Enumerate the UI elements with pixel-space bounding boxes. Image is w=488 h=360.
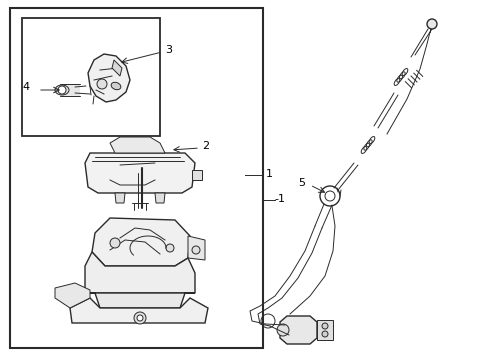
Circle shape — [321, 323, 327, 329]
Circle shape — [426, 19, 436, 29]
Circle shape — [97, 79, 107, 89]
Circle shape — [165, 244, 174, 252]
Polygon shape — [192, 170, 202, 180]
Ellipse shape — [111, 82, 121, 90]
Text: 2: 2 — [202, 141, 209, 151]
Polygon shape — [55, 283, 90, 308]
Circle shape — [321, 331, 327, 337]
Ellipse shape — [64, 86, 76, 94]
Polygon shape — [85, 252, 195, 293]
Text: 5: 5 — [297, 178, 305, 188]
Text: -1: -1 — [273, 194, 285, 204]
Polygon shape — [112, 60, 122, 76]
Polygon shape — [85, 293, 195, 308]
Circle shape — [110, 238, 120, 248]
Polygon shape — [85, 153, 195, 193]
Bar — [60, 84, 80, 96]
Polygon shape — [92, 218, 190, 266]
Polygon shape — [155, 193, 164, 203]
Ellipse shape — [55, 85, 69, 95]
Polygon shape — [280, 316, 316, 344]
Circle shape — [58, 86, 66, 94]
Bar — [10, 8, 263, 348]
Text: 3: 3 — [164, 45, 172, 55]
Text: 1: 1 — [265, 169, 272, 179]
Text: 4: 4 — [23, 82, 30, 92]
Polygon shape — [110, 137, 164, 153]
Polygon shape — [70, 298, 207, 323]
Bar — [22, 18, 160, 136]
Circle shape — [137, 315, 142, 321]
Polygon shape — [115, 193, 125, 203]
Polygon shape — [187, 236, 204, 260]
Circle shape — [276, 324, 288, 336]
Circle shape — [192, 246, 200, 254]
Polygon shape — [88, 54, 130, 102]
Polygon shape — [316, 320, 332, 340]
Circle shape — [134, 312, 146, 324]
